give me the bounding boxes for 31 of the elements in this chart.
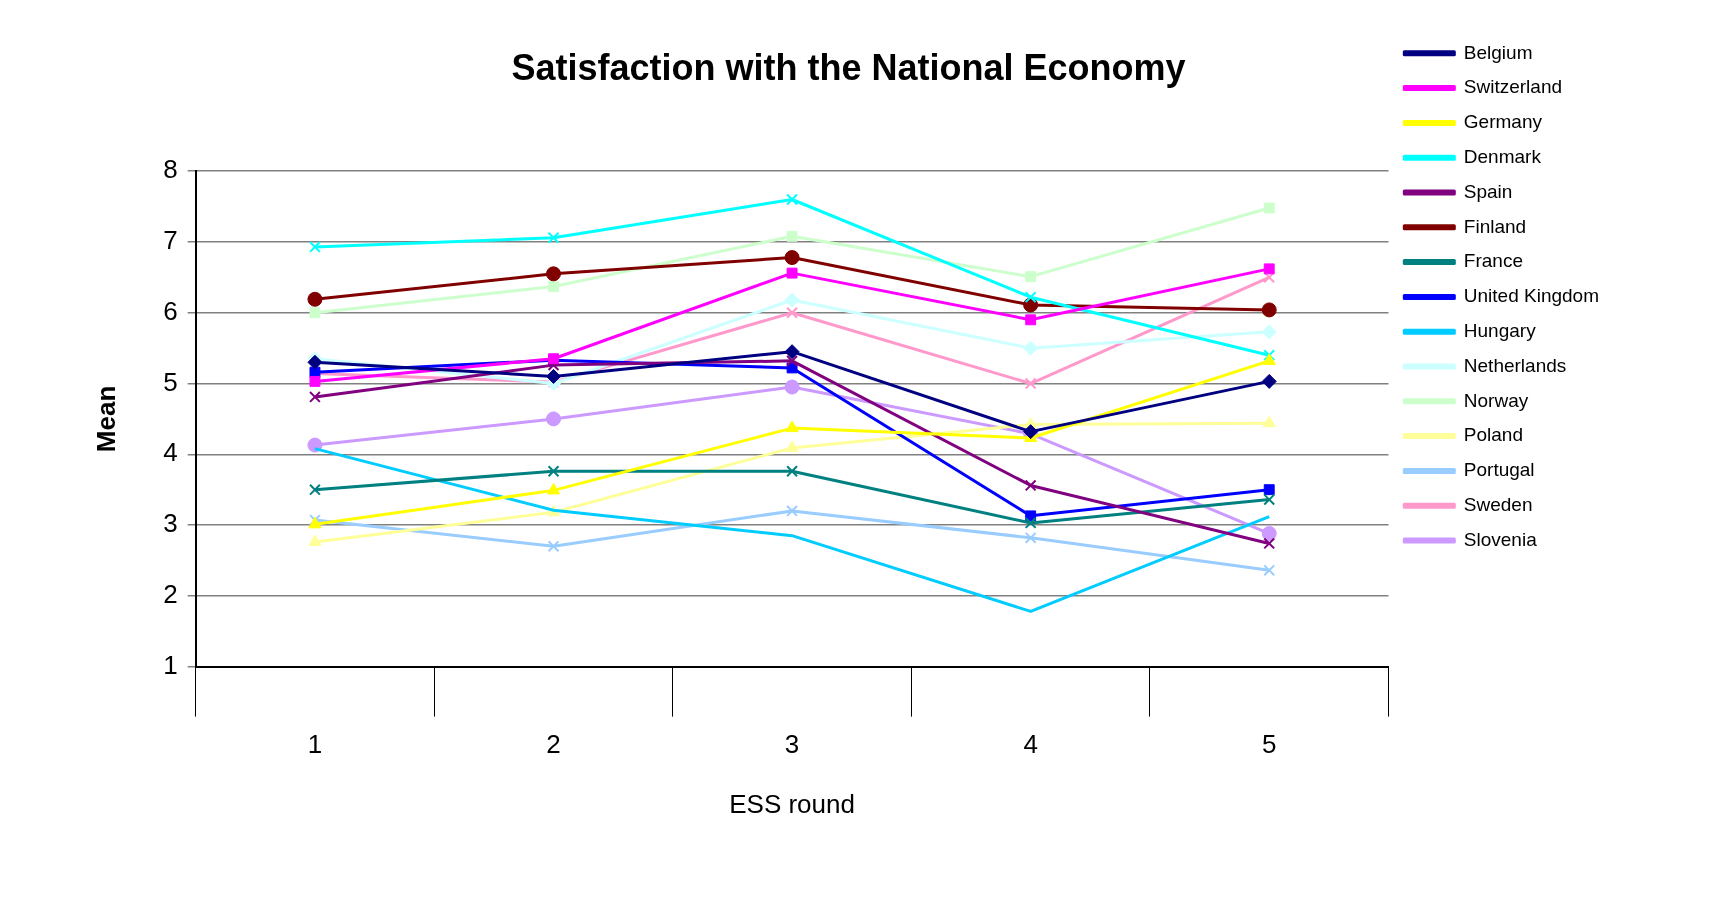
legend-label: Finland bbox=[1463, 215, 1527, 237]
legend-label: Norway bbox=[1463, 389, 1529, 411]
y-tick-label: 7 bbox=[163, 225, 178, 256]
legend-label: Germany bbox=[1463, 111, 1543, 133]
legend-label: Sweden bbox=[1463, 493, 1533, 515]
legend-label: Netherlands bbox=[1463, 354, 1567, 376]
y-tick-label: 5 bbox=[163, 366, 178, 397]
legend-label: Belgium bbox=[1463, 41, 1533, 63]
legend-label: Poland bbox=[1463, 424, 1523, 446]
legend-label: Switzerland bbox=[1463, 76, 1563, 98]
x-tick-label: 3 bbox=[784, 729, 800, 760]
legend-label: Hungary bbox=[1463, 319, 1537, 341]
legend-label: United Kingdom bbox=[1463, 285, 1600, 307]
chart-title: Satisfaction with the National Economy bbox=[511, 46, 1186, 88]
legend-label: Denmark bbox=[1463, 145, 1542, 167]
x-tick-label: 2 bbox=[546, 729, 561, 760]
y-tick-label: 6 bbox=[163, 295, 178, 326]
y-tick-label: 2 bbox=[163, 579, 178, 609]
x-tick-label: 4 bbox=[1023, 729, 1038, 760]
y-axis-title: Mean bbox=[90, 385, 121, 453]
legend-label: Portugal bbox=[1463, 459, 1535, 481]
x-axis-title: ESS round bbox=[729, 788, 855, 819]
y-tick-label: 1 bbox=[163, 649, 178, 680]
y-tick-label: 4 bbox=[163, 437, 178, 468]
y-tick-label: 8 bbox=[163, 154, 178, 185]
legend-label: Slovenia bbox=[1463, 528, 1538, 550]
legend-label: Spain bbox=[1463, 180, 1513, 202]
legend-label: France bbox=[1463, 250, 1523, 272]
x-tick-label: 1 bbox=[307, 729, 323, 760]
x-tick-label: 5 bbox=[1261, 729, 1277, 760]
y-tick-label: 3 bbox=[163, 508, 178, 539]
